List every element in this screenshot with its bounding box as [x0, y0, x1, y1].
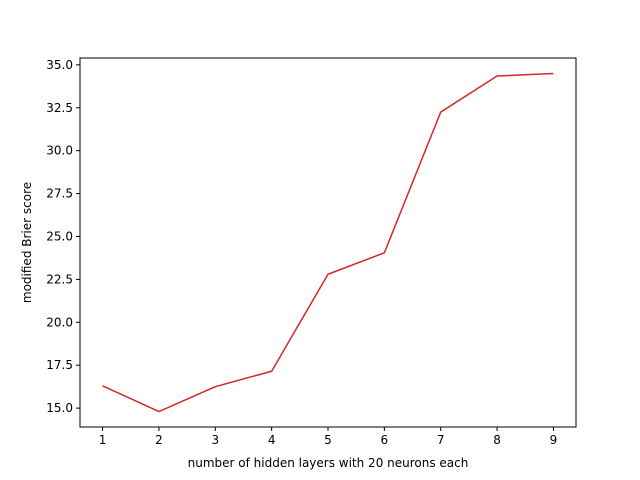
y-tick-label: 27.5 — [46, 187, 73, 201]
y-tick-label: 15.0 — [46, 401, 73, 415]
y-axis-label: modified Brier score — [20, 182, 34, 303]
y-tick-label: 30.0 — [46, 144, 73, 158]
series-line — [102, 72, 554, 413]
y-tick-label: 20.0 — [46, 315, 73, 329]
y-axis: 15.0 17.5 20.0 22.5 25.0 27.5 30.0 32.5 35.0 — [46, 58, 80, 415]
plot-area — [102, 72, 554, 413]
x-axis-label: number of hidden layers with 20 neurons … — [188, 456, 469, 470]
x-tick-label: 8 — [493, 433, 501, 447]
y-tick-label: 32.5 — [46, 101, 73, 115]
x-tick-label: 6 — [381, 433, 389, 447]
x-tick-label: 3 — [211, 433, 219, 447]
x-tick-label: 4 — [268, 433, 276, 447]
x-tick-label: 9 — [550, 433, 558, 447]
y-tick-label: 17.5 — [46, 358, 73, 372]
y-tick-label: 35.0 — [46, 58, 73, 72]
x-tick-label: 2 — [155, 433, 163, 447]
x-axis: 1 2 3 4 5 6 7 8 9 — [99, 427, 558, 447]
y-tick-label: 22.5 — [46, 272, 73, 286]
x-tick-label: 1 — [99, 433, 107, 447]
y-tick-label: 25.0 — [46, 229, 73, 243]
x-tick-label: 7 — [437, 433, 445, 447]
x-tick-label: 5 — [324, 433, 332, 447]
